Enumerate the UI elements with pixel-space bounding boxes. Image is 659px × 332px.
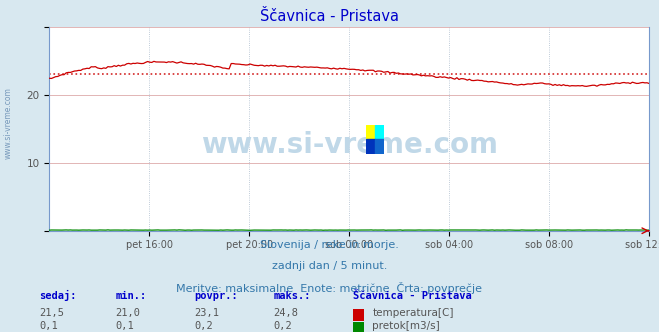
Text: 0,2: 0,2: [194, 321, 213, 331]
Text: 0,2: 0,2: [273, 321, 292, 331]
Text: min.:: min.:: [115, 291, 146, 301]
Text: Slovenija / reke in morje.: Slovenija / reke in morje.: [260, 240, 399, 250]
Text: zadnji dan / 5 minut.: zadnji dan / 5 minut.: [272, 261, 387, 271]
Text: temperatura[C]: temperatura[C]: [372, 308, 454, 318]
Bar: [366, 139, 375, 154]
Text: Meritve: maksimalne  Enote: metrične  Črta: povprečje: Meritve: maksimalne Enote: metrične Črta…: [177, 282, 482, 293]
Text: pretok[m3/s]: pretok[m3/s]: [372, 321, 440, 331]
Text: maks.:: maks.:: [273, 291, 311, 301]
Text: Ščavnica - Pristava: Ščavnica - Pristava: [353, 291, 471, 301]
Text: 23,1: 23,1: [194, 308, 219, 318]
Text: www.si-vreme.com: www.si-vreme.com: [201, 131, 498, 159]
Text: 21,5: 21,5: [40, 308, 65, 318]
Text: www.si-vreme.com: www.si-vreme.com: [3, 87, 13, 159]
Text: sedaj:: sedaj:: [40, 290, 77, 301]
Text: 24,8: 24,8: [273, 308, 299, 318]
Bar: [375, 139, 384, 154]
Text: 21,0: 21,0: [115, 308, 140, 318]
Bar: [366, 124, 375, 139]
Text: Ščavnica - Pristava: Ščavnica - Pristava: [260, 9, 399, 24]
Text: povpr.:: povpr.:: [194, 291, 238, 301]
Bar: [375, 124, 384, 139]
Text: 0,1: 0,1: [115, 321, 134, 331]
Text: 0,1: 0,1: [40, 321, 58, 331]
